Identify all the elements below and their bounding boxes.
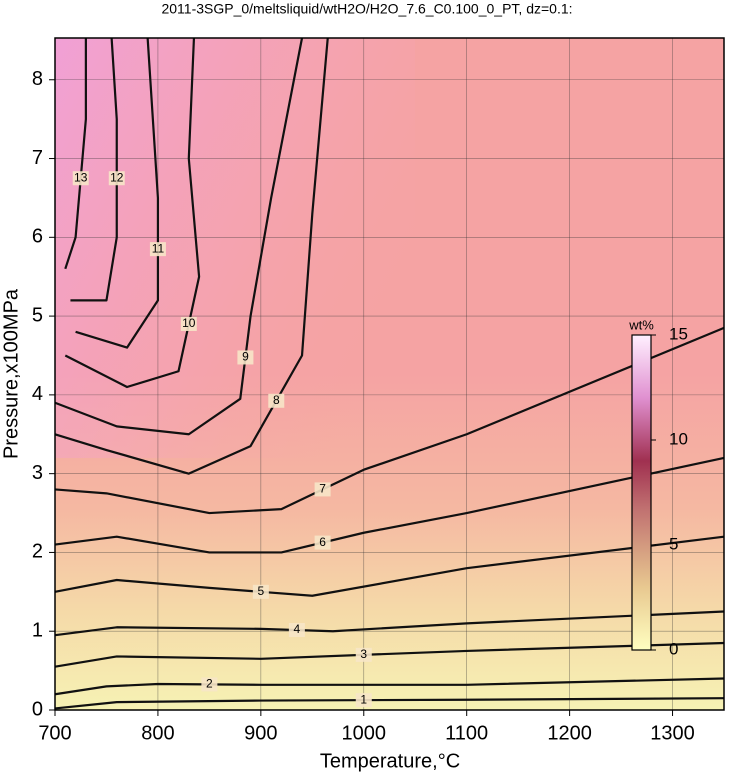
colorbar-tick-label: 5 [669, 534, 678, 553]
x-axis-label: Temperature,°C [320, 750, 460, 772]
contour-label-bg [314, 535, 331, 550]
colorbar-label: wt% [628, 317, 654, 332]
contour-label-bg [288, 623, 305, 638]
contour-label: 6 [319, 535, 326, 549]
contour-line [70, 37, 118, 302]
contour-label: 7 [319, 482, 326, 496]
contour-label: 2 [206, 677, 213, 691]
colorbar: wt% 0 5 10 15 [628, 317, 688, 658]
x-tick-label: 700 [38, 722, 71, 744]
contour-label-bg [72, 171, 89, 186]
x-tick-label: 1300 [650, 722, 695, 744]
contour-label-bg [237, 350, 254, 365]
colorbar-scale [631, 334, 652, 651]
contour-label-bg [149, 242, 166, 257]
contour-label-bg [355, 693, 372, 708]
contour-label-bg [268, 393, 285, 408]
contour-label: 3 [360, 647, 367, 661]
chart-title: 2011-3SGP_0/meltsliquid/wtH2O/H2O_7.6_C0… [161, 1, 572, 17]
y-axis-label: Pressure,x100MPa [0, 288, 22, 459]
y-tick-label: 2 [32, 541, 43, 563]
colorbar-tick-label: 10 [669, 429, 688, 448]
contour-label-bg [180, 316, 197, 331]
contour-line [54, 456, 725, 554]
colorbar-tick-label: 0 [669, 639, 678, 658]
contour-line [54, 697, 725, 710]
contour-label-bg [355, 647, 372, 662]
y-tick-label: 5 [32, 304, 43, 326]
y-tick-label: 4 [32, 383, 43, 405]
x-tick-label: 800 [141, 722, 174, 744]
contour-line [54, 326, 725, 515]
contour-line [54, 37, 329, 475]
plot-frame [54, 37, 725, 711]
y-tick-label: 3 [32, 462, 43, 484]
contour-label-bg [252, 584, 269, 599]
contour-label: 13 [74, 170, 88, 184]
contour-label: 12 [110, 170, 124, 184]
x-tick-label: 1100 [445, 722, 488, 744]
colorbar-tick-label: 15 [669, 324, 688, 343]
contour-line [54, 641, 725, 668]
y-tick-label: 1 [32, 620, 43, 642]
contour-label-bg [201, 677, 218, 692]
x-tick-label: 1000 [342, 722, 387, 744]
y-tick-label: 6 [32, 226, 43, 248]
contour-label-bg [108, 171, 125, 186]
contour-label: 8 [273, 393, 280, 407]
y-tick-label: 8 [32, 68, 43, 90]
contour-line [75, 37, 160, 349]
contour-label: 1 [360, 692, 367, 706]
contour-label-bg [314, 482, 331, 497]
contour-label: 5 [258, 584, 265, 598]
contour-line [54, 37, 304, 436]
x-tick-label: 900 [244, 722, 277, 744]
contour-label: 10 [182, 316, 196, 330]
y-tick-label: 7 [32, 147, 43, 169]
y-tick-label: 0 [32, 698, 43, 720]
contour-label: 9 [242, 350, 249, 364]
x-tick-label: 1200 [547, 722, 592, 744]
contour-label: 11 [152, 241, 165, 255]
contour-label: 4 [294, 622, 301, 636]
